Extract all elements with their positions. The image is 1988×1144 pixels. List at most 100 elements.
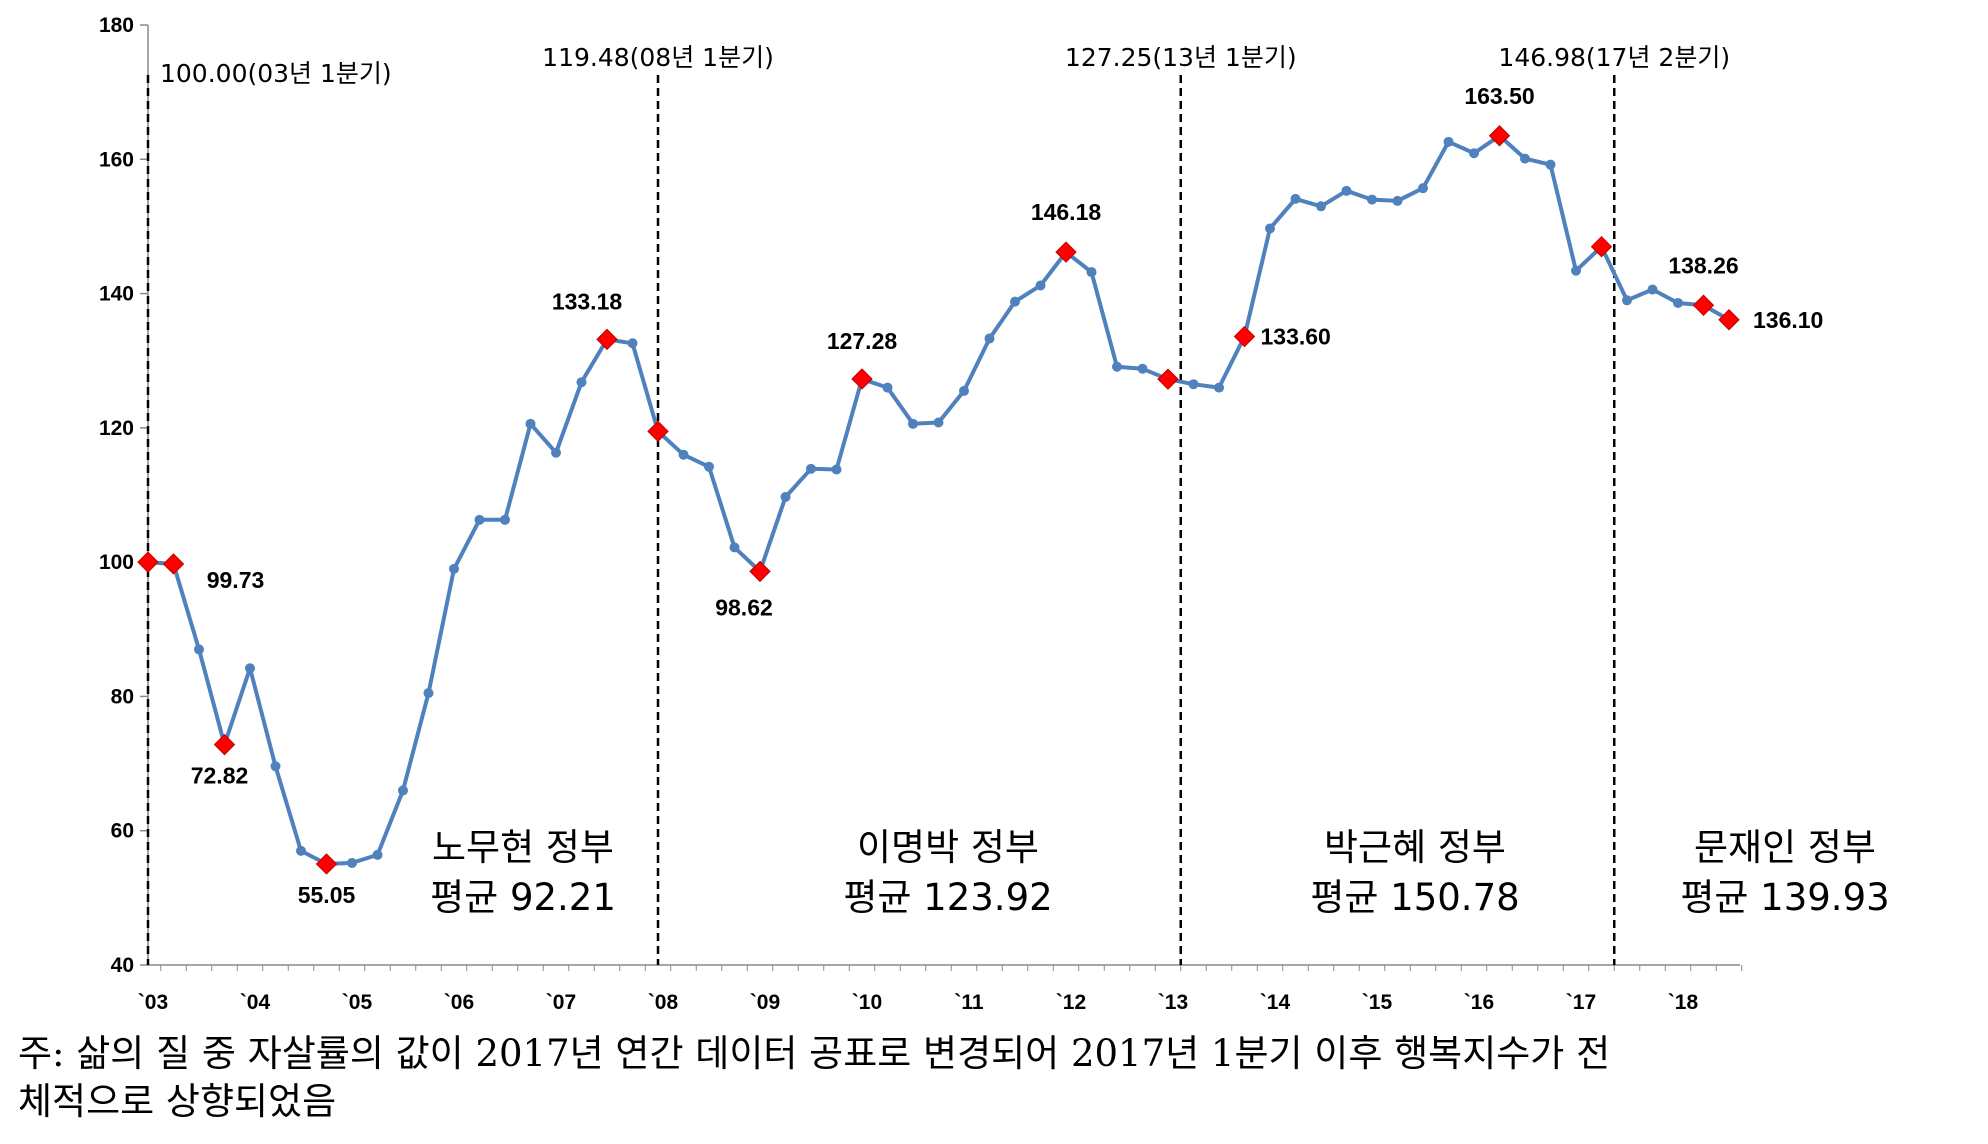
data-point [780, 492, 791, 503]
data-label: 72.82 [191, 763, 249, 789]
highlight-marker [1055, 241, 1077, 263]
data-point [678, 449, 689, 460]
data-point [1469, 148, 1479, 159]
period-name: 이명박 정부 [857, 826, 1039, 869]
data-label: 133.18 [552, 288, 623, 314]
highlight-marker [1590, 235, 1613, 258]
period-average: 평균 92.21 [430, 876, 616, 919]
data-point [1418, 183, 1428, 194]
data-label: 55.05 [298, 882, 356, 908]
data-point [1265, 223, 1275, 234]
period-divider-label: 146.98(17년 2분기) [1498, 43, 1730, 72]
data-point [525, 418, 536, 429]
y-tick-label: 60 [111, 820, 134, 843]
y-tick-label: 140 [99, 283, 134, 306]
x-tick-label: `10 [852, 991, 882, 1014]
data-point [959, 385, 969, 396]
y-tick-label: 160 [99, 148, 134, 171]
data-label: 99.73 [207, 567, 265, 593]
data-point [704, 461, 714, 472]
data-label: 146.18 [1031, 199, 1102, 225]
data-point [270, 761, 281, 772]
highlight-marker [1488, 125, 1511, 147]
happiness-index-line-chart: 40 60 80 100 120 140 160 180 `03 `04 `05 `06 `07 `08 `… [99, 14, 1890, 1014]
data-point [1214, 382, 1224, 393]
data-point [245, 663, 255, 674]
period-dividers: 100.00(03년 1분기) 119.48(08년 1분기) 127.25(13년… [146, 43, 1730, 965]
period-average: 평균 150.78 [1310, 876, 1519, 919]
highlight-marker [315, 853, 338, 875]
data-point [1545, 159, 1556, 170]
highlight-marker [851, 368, 873, 390]
highlight-marker [137, 551, 159, 573]
data-point [1647, 284, 1658, 295]
data-point [1622, 295, 1632, 306]
highlight-marker [647, 420, 669, 443]
period-name: 박근혜 정부 [1324, 826, 1506, 869]
data-point [474, 514, 485, 525]
period-divider-label: 100.00(03년 1분기) [160, 59, 392, 88]
highlight-marker [1157, 368, 1179, 390]
x-tick-label: `04 [240, 991, 271, 1014]
data-point [1443, 136, 1454, 147]
x-tick-label: `13 [1158, 991, 1188, 1014]
highlight-marker [1233, 325, 1256, 348]
data-label: 98.62 [715, 594, 773, 620]
x-tick-label: `03 [138, 991, 168, 1014]
x-tick-label: `14 [1260, 991, 1291, 1014]
x-tick-label: `18 [1668, 991, 1699, 1014]
data-point [1367, 194, 1377, 205]
x-tick-label: `11 [954, 991, 984, 1014]
data-point [1673, 297, 1683, 308]
y-tick-label: 180 [99, 14, 134, 37]
data-point [882, 382, 893, 393]
data-point [627, 338, 638, 349]
data-point [1392, 195, 1403, 206]
period-average: 평균 123.92 [843, 876, 1052, 919]
data-point [194, 644, 204, 655]
x-tick-label: `17 [1566, 991, 1596, 1014]
data-point [729, 542, 740, 553]
data-label: 127.28 [827, 328, 898, 354]
y-tick-label: 100 [99, 551, 134, 574]
data-point [1290, 193, 1301, 204]
highlight-markers [137, 125, 1740, 875]
data-point [423, 688, 434, 699]
data-point [296, 845, 306, 856]
data-point [908, 418, 918, 429]
period-name: 노무현 정부 [432, 826, 614, 869]
x-tick-label: `15 [1362, 991, 1393, 1014]
highlight-marker [1718, 309, 1740, 331]
data-point [449, 563, 459, 574]
data-labels: 99.73 72.82 55.05 133.18 98.62 127.28 146.18 13… [191, 83, 1824, 908]
x-tick-label: `07 [546, 991, 576, 1014]
y-tick-label: 80 [111, 685, 134, 708]
data-point [806, 463, 816, 474]
highlight-marker [1692, 294, 1715, 316]
data-point [1520, 153, 1530, 164]
period-average: 평균 139.93 [1680, 876, 1889, 919]
data-point [1010, 296, 1020, 307]
data-point [576, 377, 587, 388]
y-tick-label: 40 [111, 954, 134, 977]
chart-axes: 40 60 80 100 120 140 160 180 `03 `04 `05 `06 `07 `08 `… [99, 14, 1743, 1014]
x-tick-label: `05 [342, 991, 373, 1014]
data-point [1137, 363, 1148, 374]
x-tick-label: `06 [444, 991, 474, 1014]
data-label: 133.60 [1261, 324, 1331, 350]
data-label: 163.50 [1464, 83, 1534, 109]
highlight-marker [213, 733, 236, 756]
data-point [551, 447, 561, 458]
data-point [1316, 201, 1326, 212]
period-name: 문재인 정부 [1694, 826, 1876, 869]
data-label: 138.26 [1668, 252, 1738, 278]
series-line [143, 130, 1734, 869]
highlight-marker [596, 328, 618, 351]
highlight-marker [749, 560, 771, 583]
data-point [984, 333, 995, 344]
period-divider-label: 127.25(13년 1분기) [1065, 43, 1297, 72]
data-point [1571, 265, 1581, 276]
period-divider-label: 119.48(08년 1분기) [542, 43, 774, 72]
data-label: 136.10 [1753, 307, 1823, 333]
